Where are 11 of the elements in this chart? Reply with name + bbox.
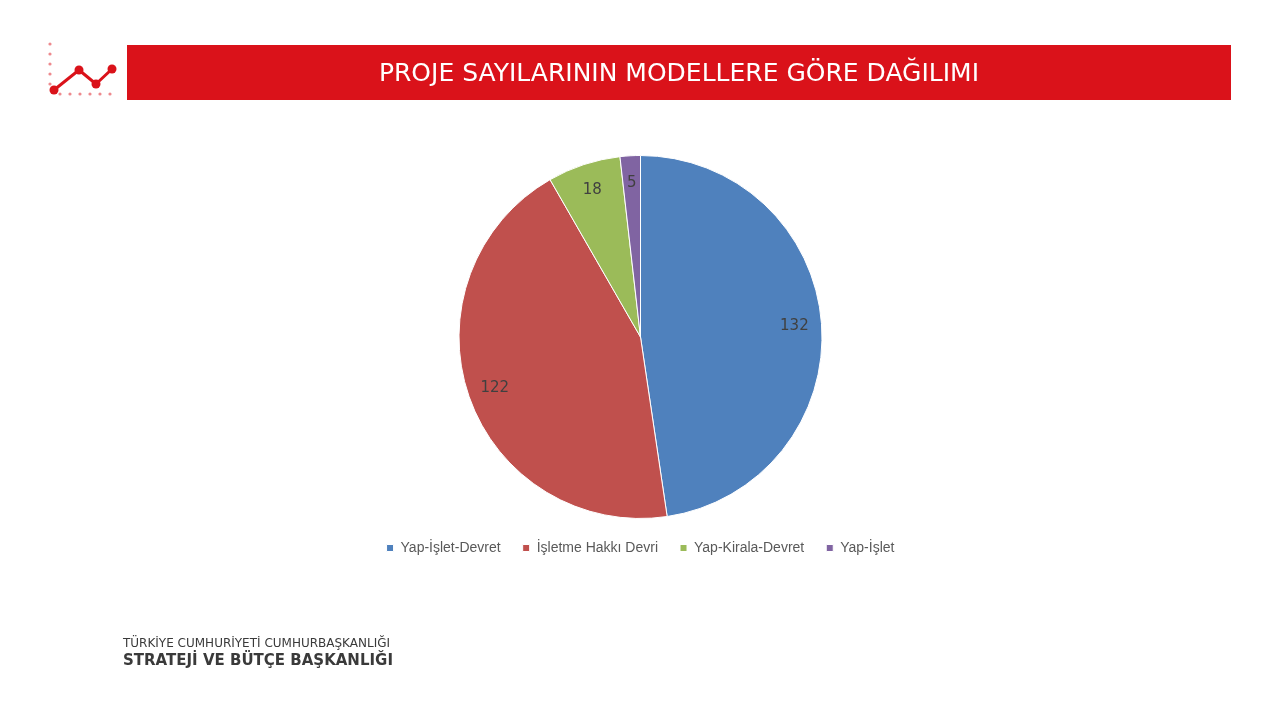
legend-label: Yap-Kirala-Devret (694, 538, 805, 555)
data-label: 122 (480, 377, 510, 396)
legend-label: Yap-İşlet-Devret (400, 537, 501, 555)
data-label: 18 (582, 180, 602, 199)
legend-label: Yap-İşlet (840, 537, 895, 555)
data-label: 5 (626, 172, 637, 191)
data-label: 132 (780, 315, 809, 334)
text: STRATEJİ VE BÜTÇE BAŞKANLIĞI (123, 651, 393, 669)
legend-label: İşletme Hakkı Devri (536, 537, 659, 555)
chart-title: PROJE SAYILARININ MODELLERE GÖRE DAĞILIMI (127, 45, 1231, 100)
text: TÜRKİYE CUMHURİYETİ CUMHURBAŞKANLIĞI (123, 636, 390, 650)
